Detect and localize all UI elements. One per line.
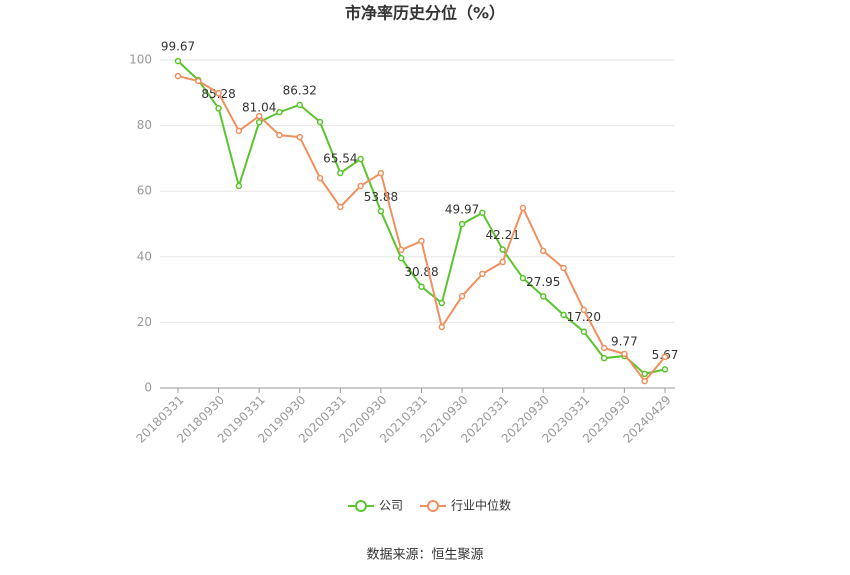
data-label: 81.04 [242,101,276,115]
data-label: 65.54 [323,152,357,166]
chart-title: 市净率历史分位（%） [345,4,505,23]
data-label: 17.20 [567,310,601,324]
y-tick-label: 100 [129,53,152,67]
data-point [458,220,466,228]
y-tick-label: 0 [144,381,152,395]
data-point [479,209,486,217]
data-point [479,270,486,278]
data-point [438,323,446,331]
legend-label: 公司 [379,499,403,513]
data-point [357,155,364,163]
data-point [661,366,669,373]
data-point [337,203,344,211]
y-tick-label: 40 [137,249,152,263]
data-point [418,237,425,245]
data-point [641,377,648,385]
source-note: 数据来源：恒生聚源 [366,548,483,563]
data-point [195,77,202,85]
data-point [458,292,466,300]
data-point [499,246,506,253]
data-point [600,344,608,352]
data-label: 30.88 [404,265,438,279]
data-label: 53.88 [364,190,398,204]
data-point [540,293,547,300]
data-point [641,370,648,378]
legend-marker [427,500,439,512]
data-point [580,328,588,335]
data-label: 49.97 [445,203,479,217]
data-point [215,89,222,97]
data-point [560,311,567,319]
data-point [215,105,222,112]
data-point [235,182,243,190]
data-point [397,254,405,262]
data-point [276,108,283,116]
data-point [296,133,303,141]
legend-label: 行业中位数 [451,498,511,513]
data-point [357,182,364,190]
data-label: 86.32 [283,83,317,97]
data-label: 9.77 [611,334,638,348]
data-point [600,354,608,362]
data-point [316,174,324,182]
data-point [580,306,588,314]
data-point [255,118,263,126]
y-tick-label: 80 [137,118,152,132]
data-point [377,208,385,215]
y-tick-label: 20 [137,315,152,329]
data-label: 27.95 [526,275,560,289]
data-point [337,169,344,177]
data-point [276,131,283,139]
data-point [377,169,385,177]
data-point [235,127,243,135]
data-point [661,353,669,361]
data-point [316,118,324,126]
data-point [174,57,182,65]
data-point [174,72,182,80]
data-point [255,112,263,120]
data-point [621,350,628,358]
data-point [519,204,527,212]
data-point [519,274,527,282]
data-point [418,283,425,290]
y-tick-label: 60 [137,184,152,198]
data-point [438,299,446,307]
series-line [177,75,666,383]
data-point [560,264,567,272]
data-point [296,101,303,109]
data-point [397,246,405,254]
data-point [540,247,547,255]
data-point [499,258,506,266]
data-label: 99.67 [161,40,195,54]
legend-marker [355,500,367,512]
